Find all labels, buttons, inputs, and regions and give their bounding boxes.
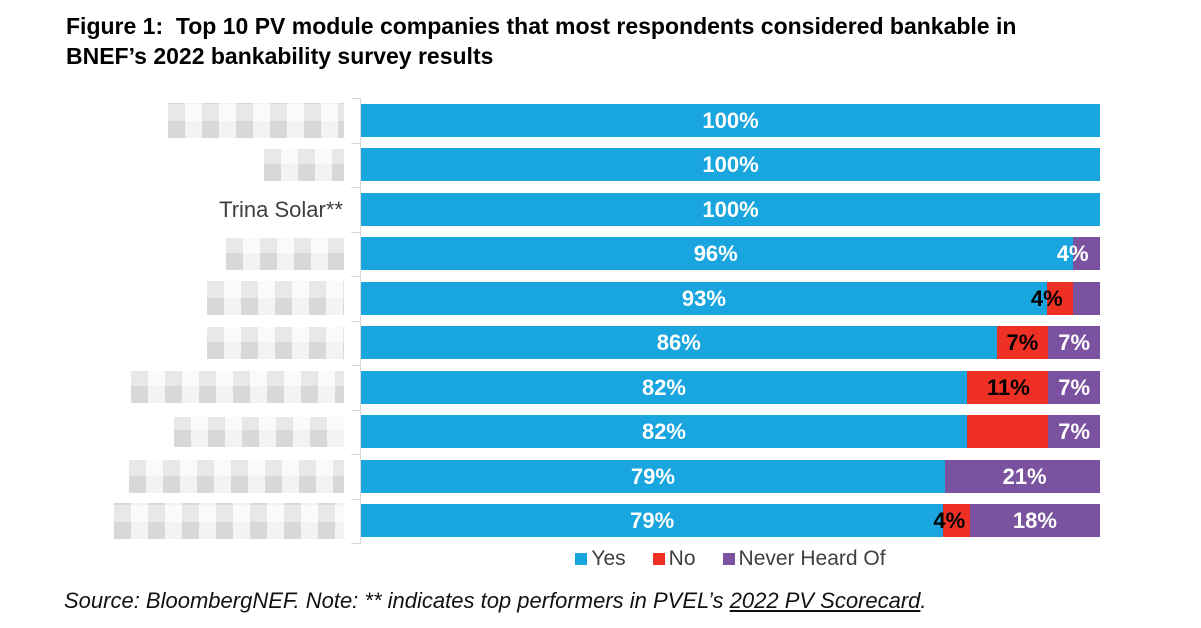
axis-tick xyxy=(351,276,361,277)
value-label: 7% xyxy=(1058,374,1091,400)
axis-tick xyxy=(351,98,361,99)
value-label: 18% xyxy=(1012,508,1057,534)
redacted-category-label xyxy=(131,371,344,404)
legend-item-yes: Yes xyxy=(575,547,626,571)
bar-row: 96% 4% xyxy=(361,237,1100,271)
value-label: 7% xyxy=(1058,419,1091,445)
value-label: 7% xyxy=(1058,330,1091,356)
bankability-bar-chart: Trina Solar** 100% 100% 100% 96% 4% 93% 4% 86% 7… xyxy=(114,98,1100,544)
bar-segment-no xyxy=(1046,281,1074,315)
bar-row: 82% 11% 7% xyxy=(361,370,1100,404)
source-note: Source: BloombergNEF. Note: ** indicates… xyxy=(64,588,927,614)
value-label: 86% xyxy=(656,330,701,356)
value-label: 4% xyxy=(933,508,966,534)
value-label: 100% xyxy=(702,196,759,222)
bar-segment-no xyxy=(996,326,1049,360)
bar-segment-never xyxy=(1048,326,1100,360)
figure-title-line2: BNEF’s 2022 bankability survey results xyxy=(66,43,494,69)
value-label: 100% xyxy=(702,107,759,133)
value-label: 4% xyxy=(1056,241,1089,267)
bar-segment-no xyxy=(966,415,1049,449)
legend-item-never: Never Heard Of xyxy=(722,547,886,571)
axis-tick xyxy=(351,498,361,500)
bar-row: 100% xyxy=(361,103,1100,137)
figure-title-line1: Figure 1: Top 10 PV module companies tha… xyxy=(66,13,1017,39)
bar-segment-never xyxy=(1072,237,1100,271)
bar-row: 79% 21% xyxy=(361,459,1100,493)
bar-row: 86% 7% 7% xyxy=(361,326,1100,360)
bar-segment-yes xyxy=(361,281,1047,315)
legend-swatch-never xyxy=(722,553,735,565)
value-label: 96% xyxy=(693,241,738,267)
axis-tick xyxy=(351,320,361,322)
bar-segment-yes xyxy=(361,415,967,449)
legend-swatch-yes xyxy=(575,553,588,565)
value-label: 4% xyxy=(1030,285,1063,311)
category-label: Trina Solar** xyxy=(219,196,343,222)
axis-tick xyxy=(351,365,361,366)
axis-tick xyxy=(351,454,361,455)
value-label: 7% xyxy=(1006,330,1039,356)
redacted-category-label xyxy=(207,326,344,359)
value-label: 93% xyxy=(681,285,726,311)
value-label: 82% xyxy=(641,419,687,445)
axis-tick xyxy=(351,543,361,544)
value-label: 82% xyxy=(641,374,687,400)
legend-label-no: No xyxy=(668,547,696,570)
bar-row: 79% 4% 18% xyxy=(361,504,1100,538)
legend-item-no: No xyxy=(652,547,696,571)
redacted-category-label xyxy=(226,237,344,270)
bar-segment-never xyxy=(969,504,1100,538)
value-label: 100% xyxy=(702,152,759,178)
bar-row: 100% xyxy=(361,192,1100,226)
source-note-text: Source: BloombergNEF. Note: ** indicates… xyxy=(64,588,730,613)
value-label: 79% xyxy=(630,508,675,534)
bar-segment-yes xyxy=(361,148,1100,182)
redacted-category-label xyxy=(168,102,344,138)
value-label: 21% xyxy=(1002,463,1047,489)
bar-segment-yes xyxy=(361,103,1100,137)
chart-legend: Yes No Never Heard Of xyxy=(361,547,1100,571)
bar-segment-never xyxy=(1048,370,1100,404)
bar-row: 82% 7% xyxy=(361,415,1100,449)
redacted-category-label xyxy=(174,416,344,447)
source-note-period: . xyxy=(920,588,927,613)
redacted-category-label xyxy=(264,148,344,181)
axis-tick xyxy=(351,142,361,144)
bar-segment-yes xyxy=(361,237,1073,271)
bar-segment-no xyxy=(966,370,1049,404)
bar-segment-yes xyxy=(361,370,967,404)
axis-tick xyxy=(351,231,361,233)
bar-segment-never xyxy=(1048,415,1100,449)
bar-segment-yes xyxy=(361,459,945,493)
bar-segment-no xyxy=(943,504,970,538)
redacted-category-label xyxy=(114,502,344,539)
legend-label-yes: Yes xyxy=(591,547,626,570)
bar-segment-never xyxy=(1073,281,1100,315)
value-label: 79% xyxy=(630,463,675,489)
legend-label-never: Never Heard Of xyxy=(738,547,886,570)
figure-title: Figure 1: Top 10 PV module companies tha… xyxy=(66,11,1016,71)
bar-segment-yes xyxy=(361,504,944,538)
legend-swatch-no xyxy=(652,553,665,565)
bar-segment-yes xyxy=(361,192,1100,226)
bar-row: 100% xyxy=(361,148,1100,182)
redacted-category-label xyxy=(129,459,344,493)
scorecard-link[interactable]: 2022 PV Scorecard xyxy=(729,588,921,613)
bar-row: 93% 4% xyxy=(361,281,1100,315)
value-label: 11% xyxy=(986,374,1030,400)
axis-tick xyxy=(351,409,361,411)
redacted-category-label xyxy=(207,281,344,316)
axis-tick xyxy=(351,187,361,188)
bar-segment-yes xyxy=(361,326,997,360)
bar-segment-never xyxy=(944,459,1100,493)
